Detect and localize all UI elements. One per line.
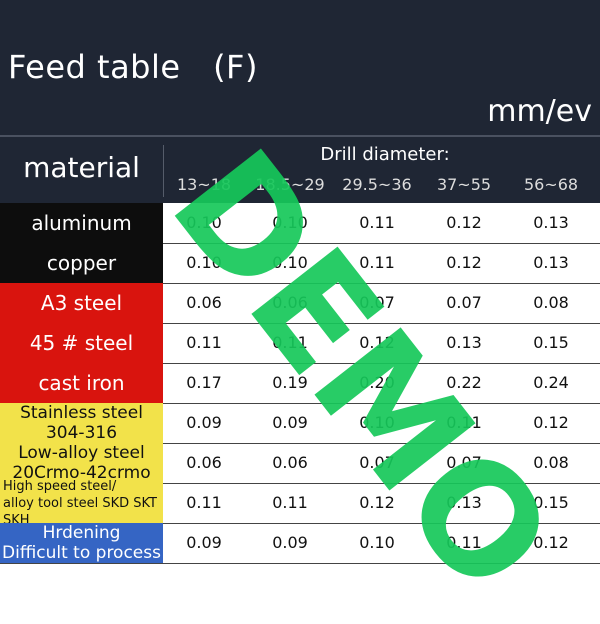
table-row: High speed steel/ alloy tool steel SKD S…	[0, 479, 600, 528]
feed-value-cell: 0.10	[272, 213, 308, 232]
column-header: 56~68	[523, 175, 579, 194]
column-header: 29.5~36	[342, 175, 412, 194]
feed-value-cell: 0.10	[186, 253, 222, 272]
page-title: Feed table (F)	[8, 48, 258, 86]
feed-value-cell: 0.22	[446, 373, 482, 392]
table-row: cast iron 0.17 0.19 0.20 0.22 0.24	[0, 363, 600, 404]
feed-value-cell: 0.08	[533, 293, 569, 312]
column-header: 18.5~29	[255, 175, 325, 194]
column-header: 13~18	[176, 175, 232, 194]
table-row: 45 # steel 0.11 0.11 0.12 0.13 0.15	[0, 323, 600, 364]
feed-value-cell: 0.09	[186, 413, 222, 432]
material-cell: High speed steel/ alloy tool steel SKD S…	[0, 479, 163, 528]
material-header: material	[23, 151, 140, 184]
feed-value-cell: 0.12	[446, 213, 482, 232]
feed-value-cell: 0.13	[533, 213, 569, 232]
table-row: A3 steel 0.06 0.06 0.07 0.07 0.08	[0, 283, 600, 324]
feed-value-cell: 0.06	[186, 453, 222, 472]
drill-diameter-header: Drill diameter:	[320, 144, 450, 165]
material-cell: cast iron	[0, 363, 163, 403]
title-bar: Feed table (F) mm/ev	[0, 0, 600, 135]
material-cell: Hrdening Difficult to process	[0, 523, 163, 563]
feed-value-cell: 0.09	[186, 533, 222, 552]
feed-value-cell: 0.24	[533, 373, 569, 392]
feed-value-cell: 0.10	[272, 253, 308, 272]
unit-label: mm/ev	[487, 94, 592, 129]
feed-value-cell: 0.13	[446, 333, 482, 352]
feed-value-cell: 0.11	[359, 253, 395, 272]
table-row: aluminum 0.10 0.10 0.11 0.12 0.13	[0, 203, 600, 244]
feed-value-cell: 0.07	[446, 293, 482, 312]
feed-value-cell: 0.12	[359, 333, 395, 352]
feed-value-cell: 0.11	[186, 333, 222, 352]
feed-value-cell: 0.12	[533, 533, 569, 552]
feed-value-cell: 0.11	[359, 213, 395, 232]
material-cell: Stainless steel 304-316	[0, 403, 163, 443]
table-row: Hrdening Difficult to process 0.09 0.09 0.1…	[0, 523, 600, 564]
feed-value-cell: 0.11	[186, 493, 222, 512]
feed-value-cell: 0.12	[446, 253, 482, 272]
feed-value-cell: 0.07	[359, 293, 395, 312]
table-row: Low-alloy steel 20Crmo-42crmo 0.06 0.06 0.0…	[0, 443, 600, 484]
feed-value-cell: 0.06	[186, 293, 222, 312]
material-cell: copper	[0, 243, 163, 283]
feed-value-cell: 0.07	[359, 453, 395, 472]
feed-value-cell: 0.10	[359, 413, 395, 432]
table-header: material Drill diameter: 13~18 18.5~29 29.…	[0, 137, 600, 203]
divider	[0, 135, 600, 137]
feed-value-cell: 0.12	[533, 413, 569, 432]
feed-value-cell: 0.13	[446, 493, 482, 512]
feed-value-cell: 0.11	[446, 533, 482, 552]
table-row: copper 0.10 0.10 0.11 0.12 0.13	[0, 243, 600, 284]
material-cell: aluminum	[0, 203, 163, 243]
material-cell: A3 steel	[0, 283, 163, 323]
feed-value-cell: 0.20	[359, 373, 395, 392]
feed-value-cell: 0.09	[272, 413, 308, 432]
table-row: Stainless steel 304-316 0.09 0.09 0.10 0.11 0…	[0, 403, 600, 444]
column-header: 37~55	[436, 175, 492, 194]
feed-value-cell: 0.10	[359, 533, 395, 552]
feed-value-cell: 0.07	[446, 453, 482, 472]
feed-value-cell: 0.15	[533, 333, 569, 352]
material-cell: Low-alloy steel 20Crmo-42crmo	[0, 443, 163, 483]
feed-value-cell: 0.11	[272, 493, 308, 512]
feed-value-cell: 0.15	[533, 493, 569, 512]
feed-value-cell: 0.19	[272, 373, 308, 392]
material-cell: 45 # steel	[0, 323, 163, 363]
feed-value-cell: 0.12	[359, 493, 395, 512]
divider	[163, 145, 164, 197]
feed-value-cell: 0.08	[533, 453, 569, 472]
feed-value-cell: 0.10	[186, 213, 222, 232]
feed-value-cell: 0.06	[272, 293, 308, 312]
feed-value-cell: 0.13	[533, 253, 569, 272]
feed-value-cell: 0.11	[272, 333, 308, 352]
feed-value-cell: 0.11	[446, 413, 482, 432]
feed-value-cell: 0.06	[272, 453, 308, 472]
feed-value-cell: 0.09	[272, 533, 308, 552]
feed-value-cell: 0.17	[186, 373, 222, 392]
